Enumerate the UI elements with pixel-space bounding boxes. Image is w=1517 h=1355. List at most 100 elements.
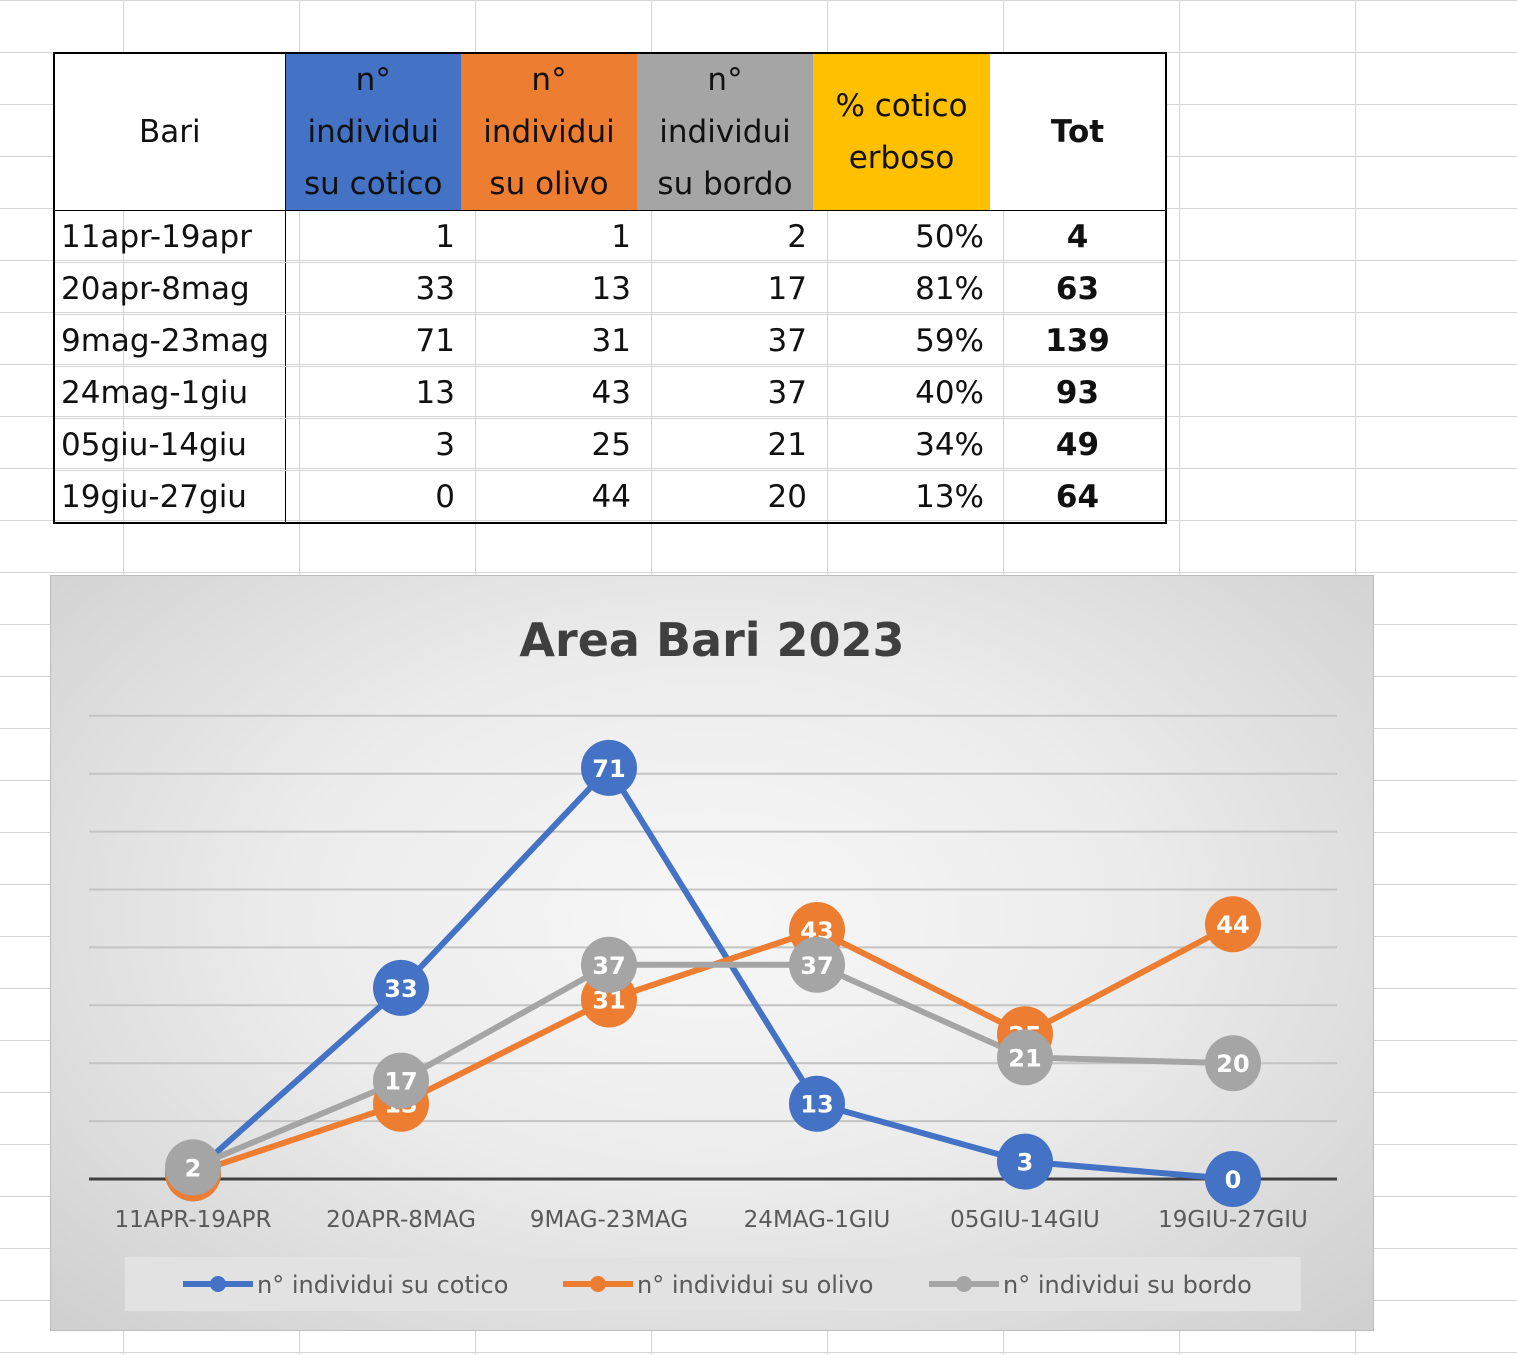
x-axis: 11APR-19APR 20APR-8MAG 9MAG-23MAG 24MAG-1GI… xyxy=(89,1177,1337,1233)
total-cell[interactable]: 64 xyxy=(1055,478,1100,515)
table-cell[interactable]: 71 xyxy=(285,314,461,367)
series-line xyxy=(191,764,1234,1182)
header-cell-tot[interactable]: Tot xyxy=(990,53,1166,211)
row-label-cell[interactable]: 11apr-19apr xyxy=(54,210,286,263)
series-line xyxy=(192,921,1235,1177)
data-point[interactable] xyxy=(1205,1151,1261,1207)
legend-label: n° individui su olivo xyxy=(637,1271,873,1299)
table-cell[interactable]: 25 xyxy=(461,418,637,471)
data-point[interactable] xyxy=(789,1075,845,1132)
table-cell[interactable]: 17 xyxy=(637,262,813,315)
table-cell[interactable]: 2 xyxy=(637,210,813,263)
data-label: 20 xyxy=(1216,1050,1249,1078)
chart-area[interactable]: Area Bari 2023 11APR-19APR 20APR-8MAG 9MAG… xyxy=(50,575,1374,1331)
table-cell[interactable]: 1 xyxy=(285,210,461,263)
legend-item[interactable]: n° individui su olivo xyxy=(563,1271,873,1299)
legend-marker-swatch xyxy=(590,1276,606,1292)
total-cell[interactable]: 63 xyxy=(990,262,1166,315)
total-cell[interactable]: 4 xyxy=(990,210,1166,263)
table-cell[interactable]: 13% xyxy=(915,478,984,515)
data-point[interactable] xyxy=(581,739,637,796)
legend: n° individui su cotico n° individui su ol… xyxy=(125,1257,1301,1311)
total-cell[interactable]: 49 xyxy=(990,418,1166,471)
row-label-cell[interactable]: 24mag-1giu xyxy=(54,366,286,419)
table-cell[interactable]: 3 xyxy=(285,418,461,471)
table-cell[interactable]: 34% xyxy=(813,418,990,471)
header-cell-cotico[interactable]: n° individui su cotico xyxy=(285,53,461,211)
total-cell[interactable]: 93 xyxy=(990,366,1166,419)
data-label: 33 xyxy=(384,975,417,1003)
table-cell[interactable]: 0 xyxy=(435,478,455,515)
header-cell-olivo[interactable]: n° individui su olivo xyxy=(461,53,637,211)
table-cell[interactable]: 13 xyxy=(285,366,461,419)
table-cell[interactable]: 59% xyxy=(813,314,990,367)
legend-marker-swatch xyxy=(956,1276,972,1292)
data-point[interactable] xyxy=(789,936,845,993)
gridlines xyxy=(89,714,1337,1123)
x-tick-label: 9MAG-23MAG xyxy=(530,1207,688,1233)
table-row: 19giu-27giu 0 44 20 13% 64 xyxy=(54,470,1166,523)
table-cell[interactable]: 21 xyxy=(637,418,813,471)
legend-label: n° individui su bordo xyxy=(1003,1271,1252,1299)
table-cell[interactable]: 1 xyxy=(461,210,637,263)
series-group xyxy=(191,961,1234,1171)
table-row: 20apr-8mag 33 13 17 81% 63 xyxy=(54,262,1166,315)
row-label-cell[interactable]: 20apr-8mag xyxy=(54,262,286,315)
header-cell-percent-cotico[interactable]: % cotico erboso xyxy=(813,53,990,211)
table-row: 11apr-19apr 1 1 2 50% 4 xyxy=(54,210,1166,263)
data-point[interactable] xyxy=(997,1133,1053,1190)
table-cell[interactable]: 13 xyxy=(461,262,637,315)
table-cell[interactable]: 20 xyxy=(767,478,807,515)
series-group xyxy=(191,764,1234,1182)
table-header-row: Bari n° individui su cotico n° individui… xyxy=(54,53,1166,211)
legend-item[interactable]: n° individui su bordo xyxy=(929,1271,1252,1299)
data-label: 2 xyxy=(185,1154,202,1182)
data-point[interactable] xyxy=(997,1029,1053,1086)
legend-item[interactable]: n° individui su cotico xyxy=(183,1271,508,1299)
data-label: 3 xyxy=(1017,1149,1034,1177)
table-body: 11apr-19apr 1 1 2 50% 4 20apr-8mag 33 13 17 81% 63 9… xyxy=(54,210,1166,523)
data-label: 37 xyxy=(800,952,833,980)
series-layer: 1337113301133143254421737372120 xyxy=(165,739,1261,1207)
series-line xyxy=(191,961,1234,1171)
row-label-cell[interactable]: 19giu-27giu xyxy=(54,470,286,523)
table-cell[interactable]: 50% xyxy=(813,210,990,263)
table-row: 05giu-14giu 3 25 21 34% 49 xyxy=(54,418,1166,471)
line-chart: Area Bari 2023 11APR-19APR 20APR-8MAG 9MAG… xyxy=(89,613,1337,1311)
x-tick-label: 20APR-8MAG xyxy=(326,1207,476,1233)
header-cell-bordo[interactable]: n° individui su bordo xyxy=(637,53,813,211)
table-cell[interactable]: 81% xyxy=(813,262,990,315)
data-point[interactable] xyxy=(1205,896,1261,953)
data-label: 13 xyxy=(800,1091,833,1119)
total-cell[interactable]: 139 xyxy=(990,314,1166,367)
table-cell[interactable]: 40% xyxy=(813,366,990,419)
data-label: 0 xyxy=(1225,1166,1242,1194)
x-tick-label: 05GIU-14GIU xyxy=(950,1207,1100,1233)
data-point[interactable] xyxy=(373,1052,429,1109)
table-cell[interactable]: 33 xyxy=(285,262,461,315)
legend-label: n° individui su cotico xyxy=(257,1271,508,1299)
table-cell[interactable]: 44 xyxy=(591,478,631,515)
x-tick-label: 24MAG-1GIU xyxy=(744,1207,891,1233)
table-cell[interactable]: 37 xyxy=(637,366,813,419)
table-cell[interactable]: 43 xyxy=(461,366,637,419)
row-label-cell[interactable]: 9mag-23mag xyxy=(54,314,286,367)
data-label: 17 xyxy=(384,1068,417,1096)
legend-marker-swatch xyxy=(210,1276,226,1292)
data-point[interactable] xyxy=(1205,1035,1261,1092)
x-tick-label: 11APR-19APR xyxy=(114,1207,271,1233)
table-cell[interactable]: 37 xyxy=(637,314,813,367)
data-label: 71 xyxy=(592,755,625,783)
table-row: 24mag-1giu 13 43 37 40% 93 xyxy=(54,366,1166,419)
header-cell-bari[interactable]: Bari xyxy=(54,53,286,211)
row-label-cell[interactable]: 05giu-14giu xyxy=(54,418,286,471)
table-row: 9mag-23mag 71 31 37 59% 139 xyxy=(54,314,1166,367)
data-point[interactable] xyxy=(373,959,429,1016)
legend-box xyxy=(125,1257,1301,1311)
table-cell[interactable]: 31 xyxy=(461,314,637,367)
data-table: Bari n° individui su cotico n° individui… xyxy=(53,52,1167,524)
data-point[interactable] xyxy=(165,1139,221,1196)
series-group xyxy=(192,921,1235,1177)
chart-title: Area Bari 2023 xyxy=(519,613,904,667)
data-point[interactable] xyxy=(581,936,637,993)
